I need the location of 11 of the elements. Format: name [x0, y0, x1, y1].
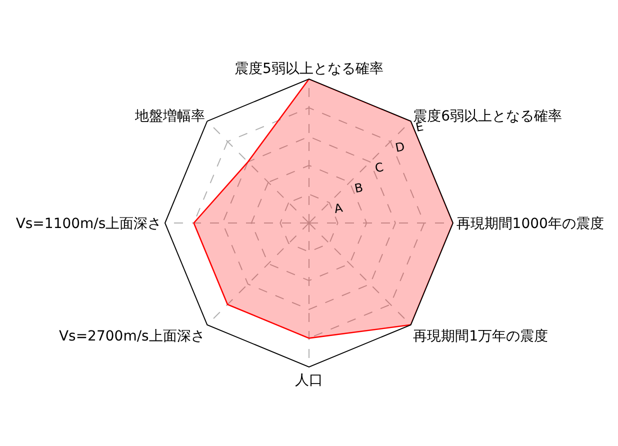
y-tick-label: C: [374, 160, 385, 176]
spoke-label: 人口: [295, 372, 323, 388]
spoke-label: 再現期間1万年の震度: [413, 328, 548, 345]
spoke-label: 再現期間1000年の震度: [456, 216, 604, 232]
spoke-label: 震度5弱以上となる確率: [234, 60, 384, 77]
y-tick-label: A: [332, 200, 345, 216]
spoke-label: Vs=2700m/s上面深さ: [58, 328, 205, 345]
spoke-label: Vs=1100m/s上面深さ: [16, 216, 162, 232]
y-tick-label: B: [353, 180, 364, 196]
spoke-label: 地盤増幅率: [134, 107, 205, 124]
y-tick-label: D: [394, 139, 406, 155]
